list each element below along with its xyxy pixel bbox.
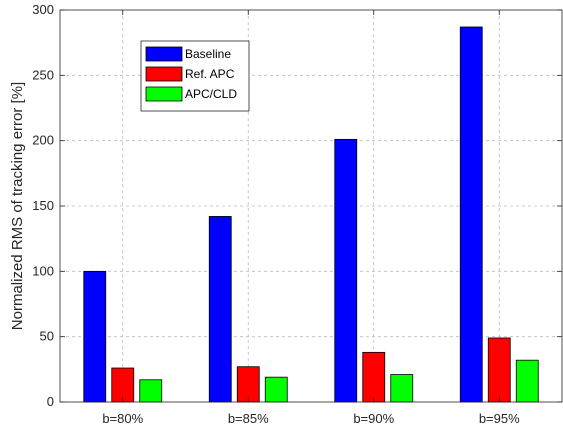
legend-swatch [145, 46, 183, 62]
legend-label: Baseline [185, 47, 231, 61]
bar-ref-apc-0 [111, 367, 135, 403]
y-tick-label: 300 [32, 2, 54, 17]
legend-swatch [145, 86, 183, 102]
y-tick-label: 100 [32, 263, 54, 278]
bar-apc-cld-2 [390, 374, 414, 403]
y-tick-label: 200 [32, 133, 54, 148]
bar-apc-cld-0 [139, 379, 163, 403]
bar-baseline-3 [459, 26, 483, 403]
bars [83, 26, 539, 403]
bar-ref-apc-2 [362, 351, 386, 403]
bar-apc-cld-3 [515, 359, 539, 403]
x-tick-label: b=90% [353, 411, 394, 426]
axis-ticks: 0 50 100 150 200 250 300 b=80% b=85% b=90% b=95% [32, 2, 562, 426]
legend-label: Ref. APC [185, 67, 235, 81]
x-tick-label: b=95% [479, 411, 520, 426]
y-tick-label: 50 [40, 329, 54, 344]
legend: Baseline Ref. APC APC/CLD [140, 40, 250, 112]
bar-ref-apc-3 [487, 337, 511, 403]
legend-label: APC/CLD [185, 87, 237, 101]
y-tick-label: 0 [47, 394, 54, 409]
x-tick-label: b=80% [102, 411, 143, 426]
legend-swatch [145, 66, 183, 82]
y-tick-label: 250 [32, 67, 54, 82]
bar-baseline-0 [83, 270, 107, 403]
bar-ref-apc-1 [236, 366, 260, 403]
x-tick-label: b=85% [228, 411, 269, 426]
y-tick-label: 150 [32, 198, 54, 213]
bar-baseline-1 [208, 216, 232, 403]
bar-apc-cld-1 [264, 376, 288, 403]
y-axis-label: Normalized RMS of tracking error [%] [9, 82, 26, 330]
bar-baseline-2 [334, 138, 358, 403]
grid-lines [60, 10, 562, 402]
